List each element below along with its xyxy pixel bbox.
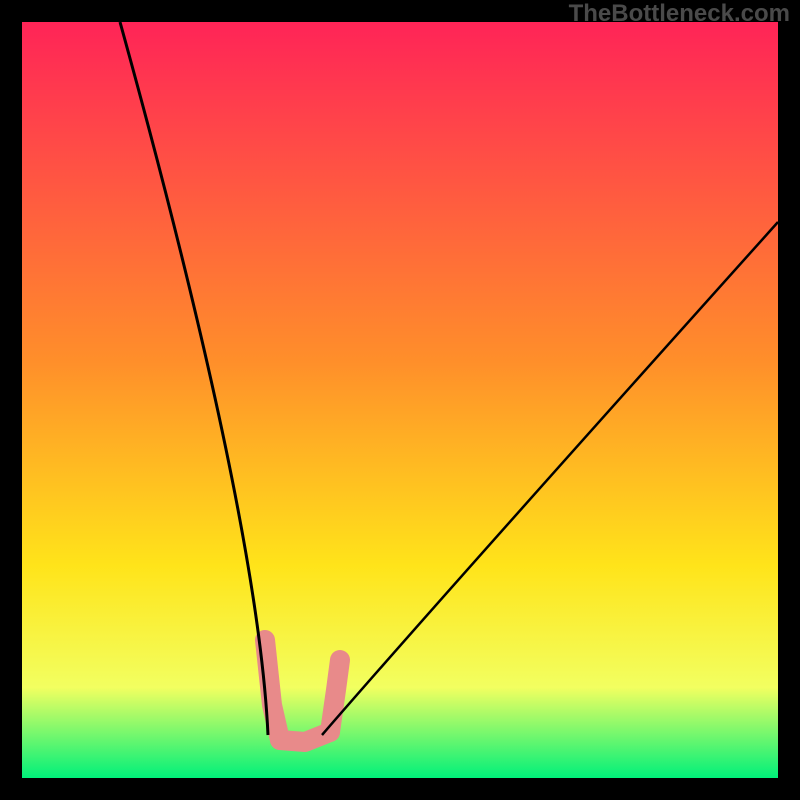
- curve-layer: [0, 0, 800, 800]
- bottleneck-curve-left: [120, 22, 268, 735]
- bottleneck-curve-right: [322, 222, 778, 735]
- chart-root: TheBottleneck.com: [0, 0, 800, 800]
